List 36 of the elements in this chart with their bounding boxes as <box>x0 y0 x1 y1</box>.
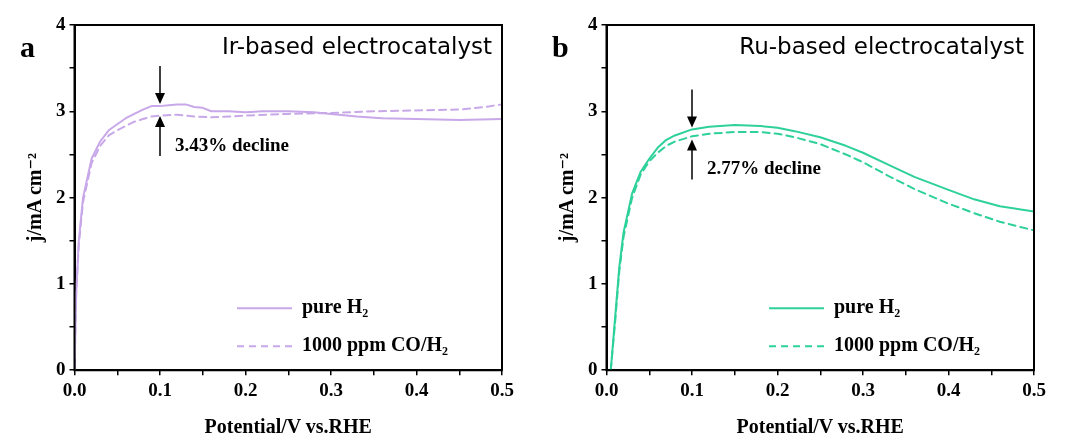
annotation: 3.43% decline <box>175 134 289 156</box>
annotation: Ir-based electrocatalyst <box>221 33 492 60</box>
annotation: Ru-based electrocatalyst <box>739 33 1024 60</box>
chart-title: a <box>20 29 35 63</box>
x-axis-title: Potential/V vs.RHE <box>736 415 904 438</box>
y-tick-label: 1 <box>56 271 66 293</box>
y-tick-label: 0 <box>56 358 66 380</box>
x-tick-label: 0.5 <box>490 378 514 400</box>
x-tick-label: 0.3 <box>319 378 343 400</box>
y-tick-label: 2 <box>56 185 66 207</box>
y-tick-label: 3 <box>588 99 598 121</box>
x-tick-label: 0.5 <box>1022 378 1046 400</box>
x-tick-label: 0.1 <box>680 378 704 400</box>
legend-label: 1000 ppm CO/H₂ <box>834 333 981 357</box>
y-tick-label: 1 <box>588 271 598 293</box>
x-tick-label: 0.0 <box>594 378 619 400</box>
x-axis-title: Potential/V vs.RHE <box>204 415 372 438</box>
x-tick-label: 0.3 <box>851 378 875 400</box>
y-tick-label: 0 <box>588 358 598 380</box>
y-axis-title: j/mA cm⁻² <box>23 152 47 244</box>
legend-label: pure H₂ <box>302 295 369 319</box>
legend-label: pure H₂ <box>834 295 901 319</box>
y-axis-title: j/mA cm⁻² <box>555 152 579 244</box>
annotation: 2.77% decline <box>707 157 821 179</box>
x-tick-label: 0.2 <box>765 378 790 400</box>
chart-title: b <box>552 29 569 63</box>
y-tick-label: 3 <box>56 99 66 121</box>
y-tick-label: 2 <box>588 185 598 207</box>
x-tick-label: 0.4 <box>936 378 961 400</box>
x-tick-label: 0.2 <box>233 378 258 400</box>
y-tick-label: 4 <box>56 12 66 34</box>
x-tick-label: 0.4 <box>404 378 429 400</box>
x-tick-label: 0.0 <box>62 378 87 400</box>
legend-label: 1000 ppm CO/H₂ <box>302 333 449 357</box>
x-tick-label: 0.1 <box>148 378 172 400</box>
y-tick-label: 4 <box>588 12 598 34</box>
